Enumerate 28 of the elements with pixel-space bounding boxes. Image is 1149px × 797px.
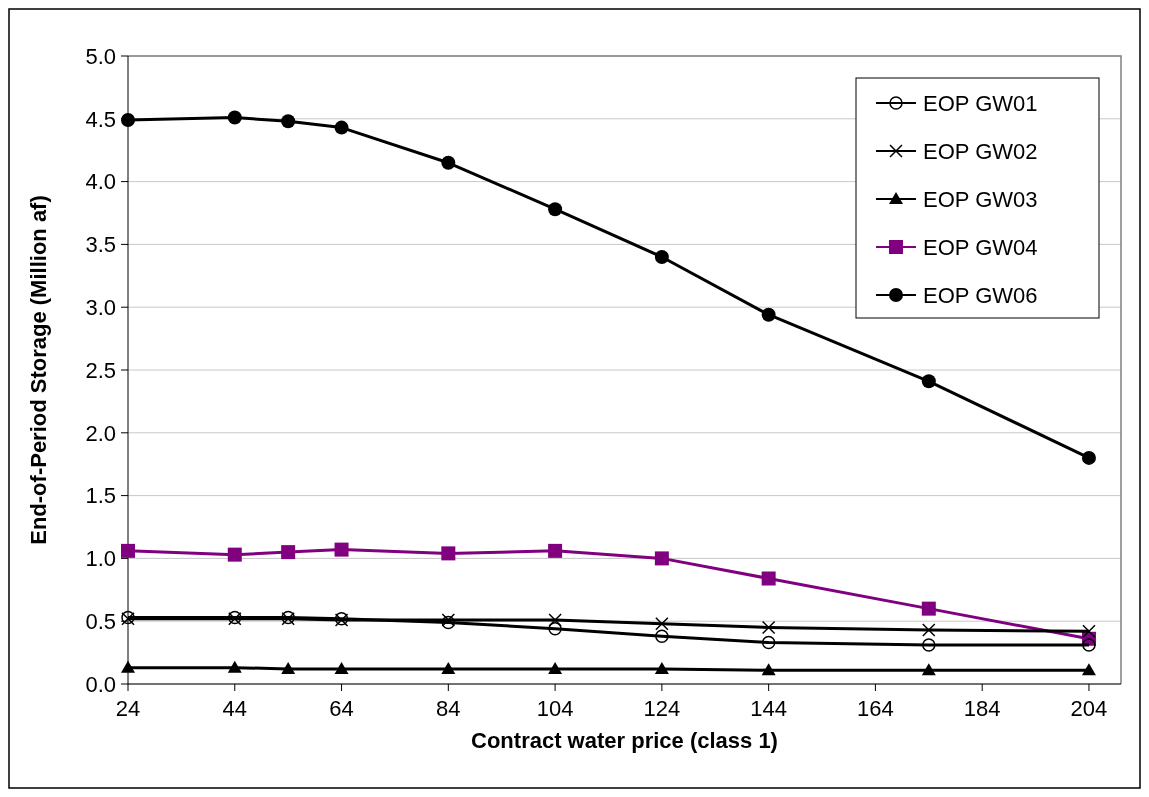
legend-label: EOP GW03 xyxy=(923,186,1038,212)
y-tick-label: 2.5 xyxy=(85,357,116,383)
y-tick-label: 1.0 xyxy=(85,546,116,572)
legend-label: EOP GW01 xyxy=(923,90,1038,116)
x-tick-label: 24 xyxy=(115,696,141,721)
x-tick-label: 44 xyxy=(222,696,248,721)
y-tick-label: 5.0 xyxy=(85,43,116,69)
y-tick-label: 3.5 xyxy=(85,232,116,258)
legend-label: EOP GW04 xyxy=(923,234,1038,260)
y-tick-label: 0.0 xyxy=(85,671,116,697)
x-tick-label: 84 xyxy=(436,696,461,721)
legend-label: EOP GW02 xyxy=(923,138,1038,164)
y-tick-label: 4.0 xyxy=(85,169,116,195)
x-tick-label: 64 xyxy=(329,696,354,721)
y-tick-label: 3.0 xyxy=(85,294,116,320)
x-tick-label: 204 xyxy=(1070,696,1108,721)
y-tick-label: 0.5 xyxy=(85,608,116,634)
x-tick-label: 104 xyxy=(536,696,574,721)
y-tick-label: 2.0 xyxy=(85,420,116,446)
y-tick-label: 1.5 xyxy=(85,483,116,509)
x-tick-label: 144 xyxy=(750,696,787,721)
y-tick-label: 4.5 xyxy=(85,106,116,132)
x-tick-label: 164 xyxy=(857,696,894,721)
x-tick-label: 124 xyxy=(643,696,681,721)
y-axis-title: End-of-Period Storage (Million af) xyxy=(26,195,51,545)
x-axis-title: Contract water price (class 1) xyxy=(471,728,778,753)
legend-label: EOP GW06 xyxy=(923,282,1038,308)
x-tick-label: 184 xyxy=(963,696,1001,721)
